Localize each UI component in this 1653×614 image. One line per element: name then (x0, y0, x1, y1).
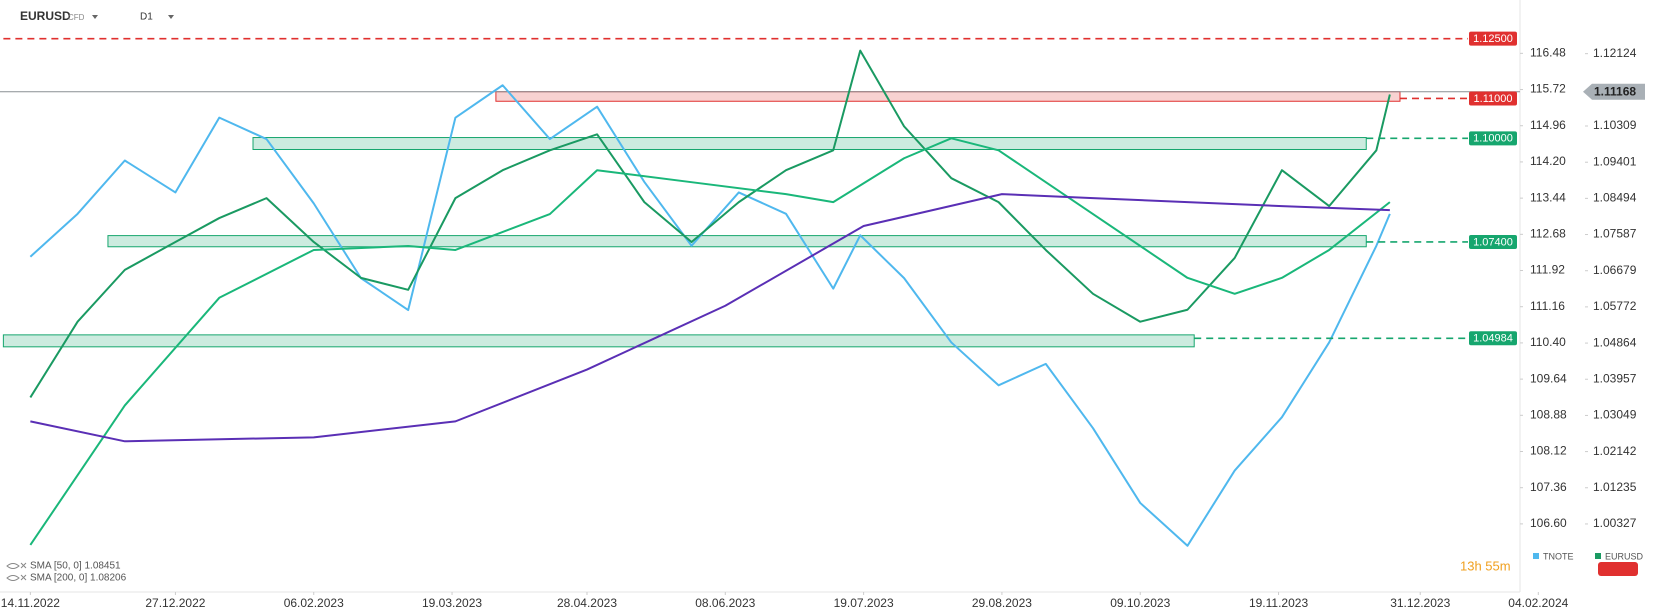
level-label-box (1469, 331, 1517, 346)
level-label: 1.10000 (1473, 133, 1513, 145)
plot: 14.11.2022 27.12.2022 06.02.2023 19.03.2023… (0, 31, 1645, 610)
legend-label: EURUSD (1605, 551, 1644, 561)
symbol[interactable]: EURUSD (20, 9, 71, 23)
x-tick-label: 19.07.2023 (834, 596, 894, 610)
y-tick-label: 1.05772 (1593, 299, 1637, 313)
symbol-dropdown[interactable] (92, 15, 98, 19)
x-tick-label: 06.02.2023 (284, 596, 344, 610)
y-tick-label: 1.03049 (1593, 408, 1637, 422)
y2-tick-label: 114.96 (1530, 118, 1566, 132)
y-tick-label: 1.04864 (1593, 335, 1637, 349)
last-price-label: 1.11168 (1594, 84, 1636, 98)
y-tick-label: 1.12124 (1593, 46, 1637, 60)
trade-button[interactable] (1598, 562, 1638, 576)
x-tick-label: 31.12.2023 (1390, 596, 1450, 610)
last-price-box (1583, 83, 1645, 100)
y2-tick-label: 111.92 (1530, 263, 1565, 277)
y2-tick-label: 111.16 (1530, 299, 1565, 313)
zone (107, 235, 1367, 248)
zone (2, 334, 1195, 348)
series-line (29, 137, 1391, 546)
y-tick-label: 1.09401 (1593, 154, 1637, 168)
y-tick-label: 1.00327 (1593, 516, 1637, 530)
zone (252, 137, 1367, 150)
level-label: 1.12500 (1473, 33, 1513, 45)
zone (495, 91, 1401, 102)
y2-tick-label: 107.36 (1530, 480, 1567, 494)
x-tick-label: 29.08.2023 (972, 596, 1032, 610)
y2-tick-label: 109.64 (1530, 371, 1567, 385)
x-tick-label: 14.11.2022 (1, 596, 60, 610)
y2-tick-label: 114.20 (1530, 154, 1566, 168)
y2-tick-label: 112.68 (1530, 226, 1566, 240)
y2-tick-label: 110.40 (1530, 335, 1566, 349)
level-label-box (1469, 131, 1517, 146)
level-label: 1.07400 (1473, 236, 1513, 248)
y-tick-label: 1.06679 (1593, 263, 1637, 277)
x-tick-label: 28.04.2023 (557, 596, 617, 610)
level-label-box (1469, 31, 1517, 46)
y2-tick-label: 116.48 (1530, 46, 1566, 60)
y-tick-label: 1.03957 (1593, 371, 1637, 385)
series-line (29, 84, 1391, 547)
close-icon (20, 562, 27, 569)
x-tick-label: 09.10.2023 (1110, 596, 1170, 610)
timer: 13h 55m (1460, 558, 1511, 573)
y2-tick-label: 113.44 (1530, 190, 1566, 204)
interval[interactable]: D1 (140, 12, 153, 23)
legend-label: TNOTE (1543, 551, 1574, 561)
x-tick-label: 27.12.2022 (145, 596, 205, 610)
sma-label: SMA [50, 0] 1.08451 (30, 561, 121, 572)
y2-tick-label: 108.12 (1530, 444, 1567, 458)
eye-icon (6, 563, 20, 569)
y-tick-label: 1.01235 (1593, 480, 1637, 494)
x-tick-label: 04.02.2024 (1508, 596, 1568, 610)
instrument-type: CFD (68, 13, 85, 22)
level-label: 1.11000 (1474, 93, 1513, 105)
x-tick-label: 08.06.2023 (695, 596, 755, 610)
y-tick-label: 1.02142 (1593, 444, 1637, 458)
level-label: 1.04984 (1473, 333, 1513, 345)
y2-tick-label: 108.88 (1530, 407, 1567, 421)
legend-swatch (1533, 553, 1539, 559)
close-icon (20, 574, 27, 581)
y-tick-label: 1.07587 (1593, 227, 1637, 241)
series-line (29, 49, 1391, 398)
interval-dropdown[interactable] (168, 15, 174, 19)
y2-tick-label: 106.60 (1530, 516, 1567, 530)
level-label-box (1469, 234, 1517, 249)
y-tick-label: 1.08494 (1593, 191, 1637, 205)
level-label-box (1469, 91, 1517, 106)
sma-label: SMA [200, 0] 1.08206 (30, 573, 127, 584)
y2-tick-label: 115.72 (1530, 82, 1566, 96)
x-tick-label: 19.03.2023 (422, 596, 482, 610)
series-line (30, 193, 1390, 443)
eye-icon (6, 575, 20, 581)
x-tick-label: 19.11.2023 (1249, 596, 1308, 610)
y-tick-label: 1.10309 (1593, 118, 1637, 132)
legend-swatch (1595, 553, 1601, 559)
